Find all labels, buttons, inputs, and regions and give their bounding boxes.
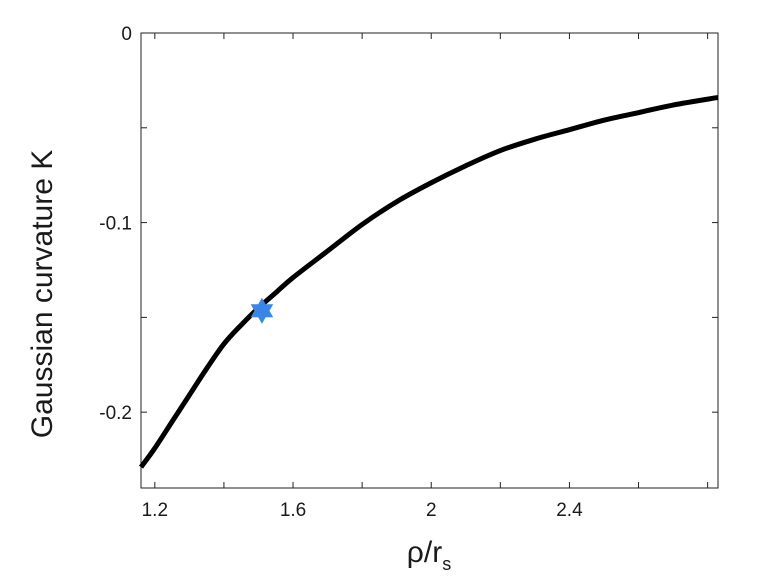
x-axis-label: ρ/rs xyxy=(407,536,451,574)
highlight-star-marker xyxy=(250,297,274,324)
x-tick-label: 1.6 xyxy=(280,500,306,521)
y-tick-label: -0.1 xyxy=(99,214,132,235)
series-line xyxy=(138,94,719,469)
y-tick-label: -0.2 xyxy=(99,403,132,424)
marker-layer xyxy=(250,297,274,324)
y-tick-label: 0 xyxy=(121,24,132,45)
series-layer xyxy=(138,94,719,469)
x-tick-label: 2 xyxy=(426,500,437,521)
x-tick-label: 1.2 xyxy=(142,500,168,521)
y-axis-label: Gaussian curvature K xyxy=(26,150,59,438)
plot-frame xyxy=(140,32,719,489)
x-tick-label: 2.4 xyxy=(556,500,583,521)
plot-area: 1.2 1.6 2 2.4 0 -0.1 -0.2 xyxy=(99,24,719,521)
y-axis-ticks: 0 -0.1 -0.2 xyxy=(99,24,718,424)
x-axis-ticks: 1.2 1.6 2 2.4 xyxy=(142,33,709,521)
